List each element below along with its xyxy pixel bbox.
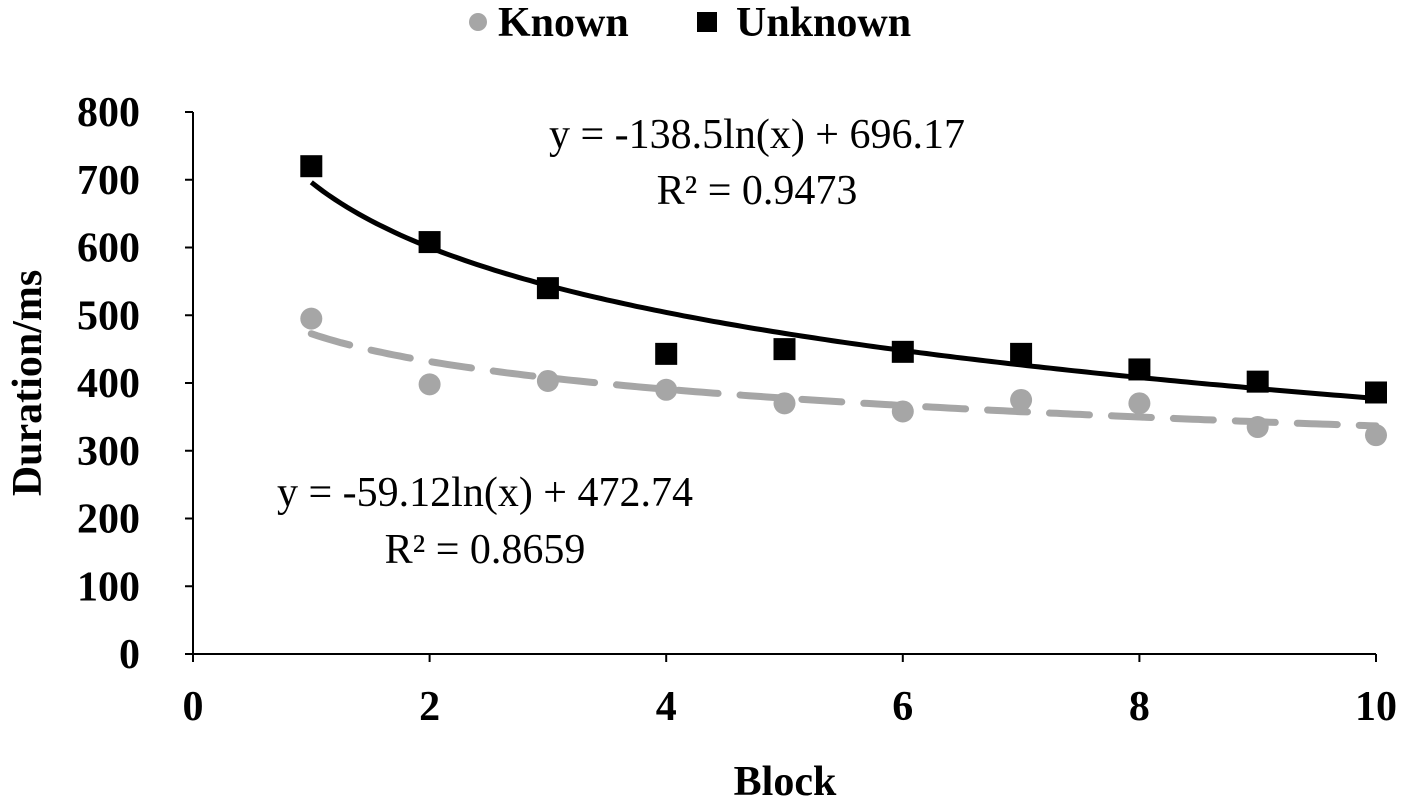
point-known — [655, 378, 678, 401]
point-unknown — [655, 342, 678, 365]
y-tick-label: 800 — [77, 90, 140, 136]
known-r2: R² = 0.8659 — [385, 527, 586, 573]
x-axis-title: Block — [734, 759, 837, 802]
trendline-known — [307, 330, 1380, 430]
y-tick-label: 600 — [77, 226, 140, 272]
legend: Known Unknown — [469, 0, 911, 46]
x-tick-label: 8 — [1129, 684, 1150, 730]
x-tick-label: 0 — [183, 684, 204, 730]
point-known — [1010, 388, 1033, 411]
legend-label-known: Known — [498, 0, 629, 46]
point-unknown — [1128, 358, 1151, 381]
point-known — [1128, 392, 1151, 415]
y-tick-label: 400 — [77, 361, 140, 407]
y-tick-label: 500 — [77, 293, 140, 339]
trendlines — [307, 180, 1380, 430]
x-axis-ticks: 0 2 4 6 8 10 — [183, 654, 1397, 730]
point-unknown — [1365, 381, 1387, 404]
y-axis-title: Duration/ms — [5, 270, 51, 496]
point-unknown — [536, 277, 559, 300]
point-unknown — [1010, 342, 1033, 365]
y-tick-label: 700 — [77, 158, 140, 204]
point-known — [418, 373, 441, 396]
point-unknown — [300, 155, 323, 178]
legend-label-unknown: Unknown — [736, 0, 911, 46]
data-points — [300, 155, 1387, 447]
unknown-equation: y = -138.5ln(x) + 696.17 — [549, 112, 965, 158]
unknown-r2: R² = 0.9473 — [657, 168, 858, 214]
x-tick-label: 4 — [656, 684, 677, 730]
point-unknown — [418, 231, 441, 254]
legend-marker-known — [469, 13, 487, 31]
point-known — [773, 392, 796, 415]
y-tick-label: 200 — [77, 497, 140, 543]
legend-marker-unknown — [697, 12, 717, 32]
x-tick-label: 2 — [419, 684, 440, 730]
y-tick-label: 0 — [119, 632, 140, 678]
point-known — [536, 369, 559, 392]
y-tick-label: 300 — [77, 429, 140, 475]
point-unknown — [1246, 370, 1269, 393]
point-unknown — [891, 340, 914, 363]
y-tick-label: 100 — [77, 564, 140, 610]
point-known — [300, 307, 323, 330]
point-known — [891, 400, 914, 423]
trendline-unknown — [309, 180, 1377, 401]
known-equation: y = -59.12ln(x) + 472.74 — [277, 470, 693, 516]
point-unknown — [773, 338, 796, 361]
x-tick-label: 10 — [1355, 684, 1397, 730]
point-known — [1365, 424, 1387, 447]
point-known — [1246, 416, 1269, 439]
x-tick-label: 6 — [892, 684, 913, 730]
y-axis-ticks: 0 100 200 300 400 500 600 700 800 — [77, 90, 193, 678]
